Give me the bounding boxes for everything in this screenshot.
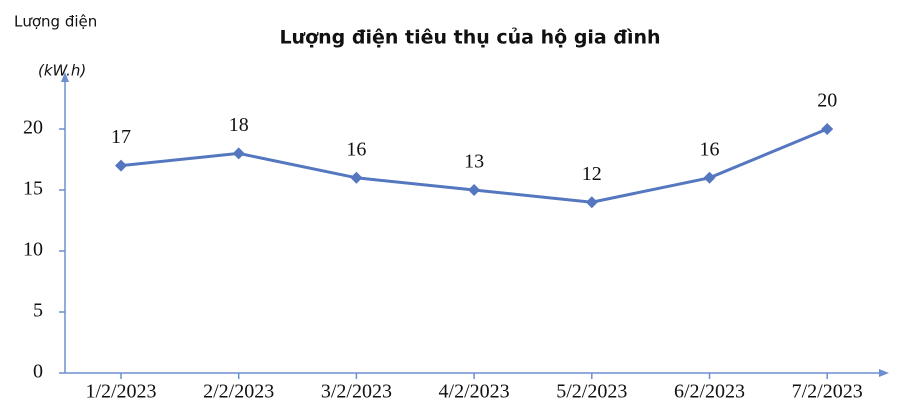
data-annotation: 13 — [464, 151, 484, 173]
point — [821, 123, 834, 135]
data-annotation: 16 — [700, 138, 720, 160]
data-annotation: 12 — [582, 163, 602, 185]
data-annotation: 17 — [111, 126, 131, 148]
x-tick-label: 1/2/2023 — [85, 381, 156, 403]
data-annotation: 16 — [346, 138, 366, 160]
point — [232, 147, 245, 160]
y-axis-arrow — [61, 72, 69, 82]
point — [350, 171, 363, 184]
y-tick-label: 0 — [33, 361, 43, 383]
point — [115, 159, 127, 172]
x-tick-label: 7/2/2023 — [792, 381, 863, 403]
y-tick-label: 5 — [33, 300, 43, 322]
y-axis-label: Lượng điện — [14, 13, 97, 31]
y-tick-label: 20 — [23, 117, 43, 139]
point — [468, 184, 481, 196]
x-tick-label: 5/2/2023 — [556, 381, 627, 403]
x-tick-label: 6/2/2023 — [674, 381, 745, 403]
data-annotation: 20 — [817, 90, 837, 112]
x-tick-label: 4/2/2023 — [439, 381, 510, 403]
data-annotation: 18 — [229, 114, 249, 136]
point — [585, 196, 598, 209]
x-axis-arrow — [879, 369, 889, 377]
y-tick-label: 10 — [23, 239, 43, 261]
y-tick-label: 15 — [23, 178, 43, 200]
y-axis-unit: (kW.h) — [38, 62, 86, 80]
x-tick-label: 3/2/2023 — [321, 381, 392, 403]
point — [703, 171, 716, 184]
chart-title: Lượng điện tiêu thụ của hộ gia đình — [279, 27, 660, 49]
x-tick-label: 2/2/2023 — [203, 381, 274, 403]
